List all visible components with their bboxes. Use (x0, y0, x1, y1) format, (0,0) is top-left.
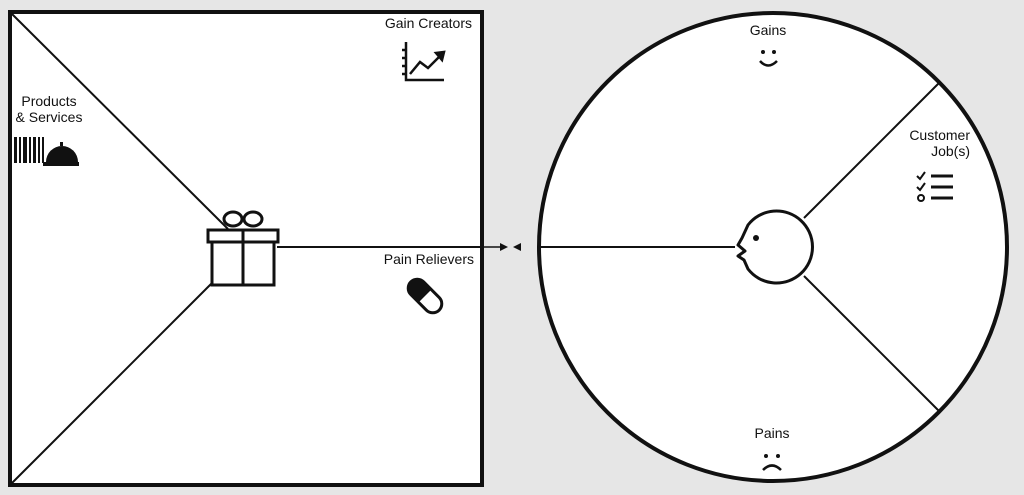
pains-label: Pains (754, 425, 790, 441)
gain-creators-label: Gain Creators (384, 15, 472, 31)
smile-icon (759, 50, 778, 67)
gains-label: Gains (749, 22, 787, 38)
jobs-pains-divider (803, 275, 941, 413)
products-services-label-line2: & Services (15, 109, 83, 125)
customer-jobs-label: Customer Job(s) (909, 127, 970, 159)
products-services-label-line1: Products (21, 93, 77, 109)
customer-jobs-label-line2: Job(s) (931, 143, 970, 159)
pain-relievers-label: Pain Relievers (383, 251, 474, 267)
face-icon (736, 209, 814, 285)
checklist-icon (916, 171, 953, 202)
gift-icon (206, 210, 280, 287)
barcode-and-bell-icon (14, 137, 79, 166)
arrow-right-head (500, 243, 508, 251)
gains-jobs-divider (803, 81, 941, 219)
arrow-left-head (513, 243, 521, 251)
products-pain-divider (11, 282, 213, 484)
fit-arrows (482, 243, 521, 251)
frown-icon (762, 454, 782, 471)
products-services-label: Products & Services (11, 93, 87, 125)
pill-icon (406, 277, 444, 315)
customer-jobs-label-line1: Customer (909, 127, 970, 143)
products-gain-divider (11, 13, 229, 230)
growth-chart-icon (402, 42, 446, 82)
